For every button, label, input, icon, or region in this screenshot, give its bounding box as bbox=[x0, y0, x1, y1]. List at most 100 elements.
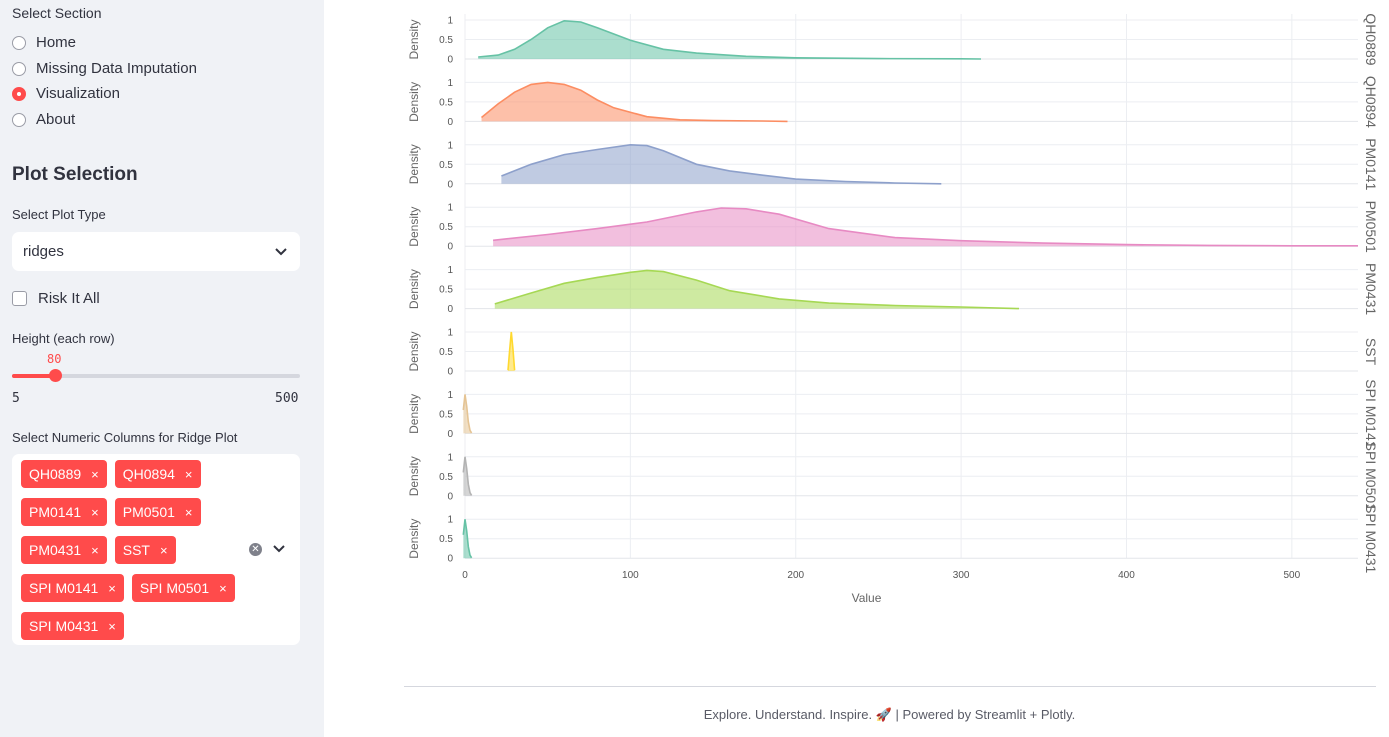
facet-label: SST bbox=[1363, 338, 1379, 366]
y-tick-label: 1 bbox=[447, 390, 453, 401]
chevron-down-icon bbox=[274, 245, 288, 259]
density-line bbox=[494, 269, 1020, 310]
radio-circle[interactable] bbox=[12, 61, 26, 76]
radio-circle[interactable] bbox=[12, 112, 26, 127]
density-line bbox=[462, 519, 473, 559]
remove-tag-icon[interactable]: × bbox=[184, 466, 193, 482]
column-tag: PM0431 × bbox=[21, 536, 107, 564]
radio-circle[interactable] bbox=[12, 35, 26, 50]
y-axis-title: Density bbox=[407, 82, 421, 122]
clear-all-icon[interactable]: ✕ bbox=[249, 543, 262, 556]
y-tick-label: 1 bbox=[447, 265, 453, 276]
facet-label: PM0141 bbox=[1363, 138, 1379, 190]
column-tag: PM0501 × bbox=[114, 498, 201, 526]
column-tag: SPI M0501 × bbox=[131, 574, 235, 602]
remove-tag-icon[interactable]: × bbox=[108, 618, 116, 634]
slider-thumb[interactable] bbox=[49, 369, 63, 382]
plot-type-select[interactable]: ridges bbox=[12, 232, 300, 271]
density-line bbox=[493, 207, 1358, 247]
tag-label: QH0894 bbox=[122, 466, 175, 482]
y-axis-title: Density bbox=[407, 269, 421, 309]
y-tick-label: 0.5 bbox=[439, 347, 453, 358]
footer-text: Explore. Understand. Inspire. 🚀 | Powere… bbox=[703, 707, 1076, 722]
radio-missing-data-imputation[interactable]: Missing Data Imputation bbox=[12, 60, 197, 77]
y-axis-title: Density bbox=[407, 207, 421, 247]
density-area bbox=[507, 332, 515, 371]
plot-type-value: ridges bbox=[23, 243, 64, 260]
x-axis-title: Value bbox=[852, 591, 882, 605]
y-tick-label: 0.5 bbox=[439, 97, 453, 108]
ridge-chart-svg: 0 0.5 1 Density QH0889 0 0.5 1 Density QH0894 0 0.5… bbox=[407, 13, 1379, 605]
remove-tag-icon[interactable]: × bbox=[91, 542, 99, 558]
plot-selection-heading: Plot Selection bbox=[12, 164, 138, 185]
height-label: Height (each row) bbox=[12, 331, 115, 346]
remove-tag-icon[interactable]: × bbox=[108, 580, 116, 596]
y-axis-title: Density bbox=[407, 456, 421, 496]
radio-visualization[interactable]: Visualization bbox=[12, 85, 120, 102]
y-tick-label: 0.5 bbox=[439, 160, 453, 171]
facet-label: QH0889 bbox=[1363, 13, 1379, 65]
y-tick-label: 1 bbox=[447, 203, 453, 214]
density-area bbox=[481, 82, 788, 122]
sidebar: Select Section Home Missing Data Imputat… bbox=[0, 0, 324, 737]
y-tick-label: 0 bbox=[447, 304, 453, 315]
density-line bbox=[507, 331, 516, 371]
facet-label: SPI M0501 bbox=[1363, 442, 1379, 511]
height-slider[interactable] bbox=[12, 369, 300, 382]
risk-it-all-checkbox[interactable]: Risk It All bbox=[12, 290, 100, 307]
tag-label: SST bbox=[122, 542, 150, 558]
x-tick-label: 300 bbox=[953, 570, 970, 581]
column-tag: QH0894 × bbox=[114, 460, 201, 488]
tag-label: PM0141 bbox=[29, 504, 82, 520]
remove-tag-icon[interactable]: × bbox=[219, 580, 227, 596]
radio-label: About bbox=[36, 111, 76, 128]
facet-label: SPI M0141 bbox=[1363, 379, 1379, 448]
y-tick-label: 0.5 bbox=[439, 285, 453, 296]
y-axis-title: Density bbox=[407, 394, 421, 434]
density-area bbox=[493, 208, 1359, 247]
y-tick-label: 0.5 bbox=[439, 409, 453, 420]
density-area bbox=[501, 144, 942, 184]
y-axis-title: Density bbox=[407, 331, 421, 371]
x-tick-label: 200 bbox=[787, 570, 804, 581]
y-tick-label: 0.5 bbox=[439, 222, 453, 233]
remove-tag-icon[interactable]: × bbox=[184, 504, 193, 520]
tag-label: PM0501 bbox=[122, 504, 175, 520]
columns-multiselect[interactable]: QH0889 × QH0894 × PM0141 × PM0501 × PM0431 × SST × S… bbox=[12, 454, 300, 645]
density-line bbox=[501, 143, 942, 185]
y-tick-label: 0 bbox=[447, 367, 453, 378]
facet-label: SPI M0431 bbox=[1363, 504, 1379, 573]
facet-label: PM0431 bbox=[1363, 263, 1379, 315]
y-tick-label: 0 bbox=[447, 491, 453, 502]
column-tag: SST × bbox=[114, 536, 176, 564]
radio-home[interactable]: Home bbox=[12, 34, 76, 51]
y-tick-label: 0 bbox=[447, 429, 453, 440]
remove-tag-icon[interactable]: × bbox=[91, 504, 99, 520]
footer: Explore. Understand. Inspire. 🚀 | Powere… bbox=[0, 707, 1389, 723]
radio-label: Home bbox=[36, 34, 77, 51]
slider-value: 80 bbox=[47, 352, 62, 366]
remove-tag-icon[interactable]: × bbox=[159, 542, 168, 558]
selected-tags: QH0889 × QH0894 × PM0141 × PM0501 × PM0431 × SST × S… bbox=[21, 460, 241, 640]
remove-tag-icon[interactable]: × bbox=[91, 466, 99, 482]
plot-type-label: Select Plot Type bbox=[12, 207, 106, 222]
checkbox-box[interactable] bbox=[12, 291, 27, 306]
chevron-down-icon[interactable] bbox=[272, 542, 286, 556]
y-tick-label: 0 bbox=[447, 554, 453, 565]
radio-about[interactable]: About bbox=[12, 111, 75, 128]
radio-circle-selected[interactable] bbox=[12, 86, 26, 101]
column-tag: QH0889 × bbox=[21, 460, 107, 488]
y-tick-label: 1 bbox=[447, 328, 453, 339]
ridge-plot: 0 0.5 1 Density QH0889 0 0.5 1 Density QH0894 0 0.5… bbox=[400, 0, 1389, 620]
radio-label: Missing Data Imputation bbox=[36, 60, 197, 77]
y-tick-label: 1 bbox=[447, 140, 453, 151]
facet-label: QH0894 bbox=[1363, 76, 1379, 128]
y-axis-title: Density bbox=[407, 519, 421, 559]
y-tick-label: 0 bbox=[447, 55, 453, 66]
column-tag: SPI M0431 × bbox=[21, 612, 124, 640]
column-tag: PM0141 × bbox=[21, 498, 107, 526]
tag-label: SPI M0501 bbox=[139, 580, 210, 596]
tag-label: SPI M0141 bbox=[29, 580, 99, 596]
y-tick-label: 0 bbox=[447, 179, 453, 190]
y-tick-label: 1 bbox=[447, 515, 453, 526]
